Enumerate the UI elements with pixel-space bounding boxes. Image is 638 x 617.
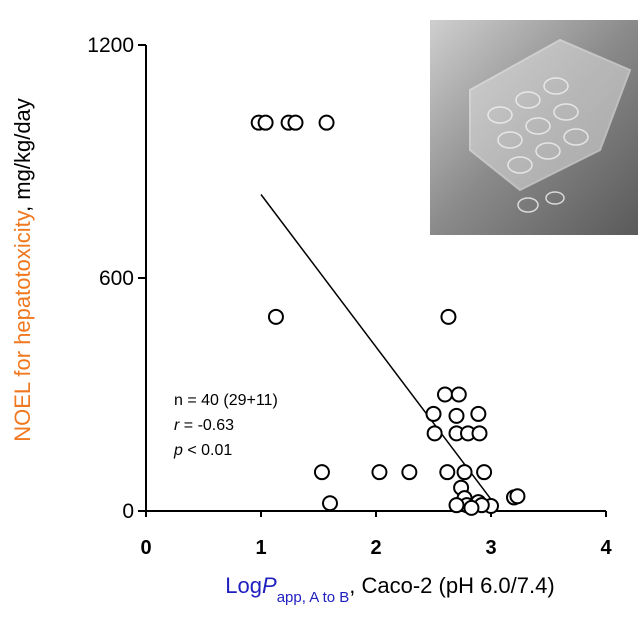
point	[257, 114, 274, 131]
point	[439, 464, 456, 481]
point	[450, 386, 467, 403]
point	[401, 464, 418, 481]
annotation-italic: r	[174, 417, 180, 434]
point	[476, 464, 493, 481]
y-tick-label: 600	[99, 267, 134, 290]
point	[437, 386, 453, 403]
annotation: n = 40 (29+11) r = -0.63 p < 0.01	[173, 392, 278, 459]
x-tick-label: 1	[255, 537, 266, 559]
y-label-part: , mg/kg/day	[10, 98, 35, 212]
x-label-part: Log	[225, 573, 262, 598]
x-label-part: app, A to B	[277, 589, 350, 606]
point	[371, 464, 388, 481]
point	[287, 114, 304, 131]
point	[267, 308, 284, 325]
point	[456, 464, 473, 481]
point	[463, 499, 480, 516]
point	[313, 464, 330, 481]
point	[318, 114, 335, 131]
annotation-text: < 0.01	[183, 442, 232, 459]
point	[448, 407, 465, 424]
annotation-text: n = 40 (29+11)	[174, 392, 278, 409]
x-axis-label: LogPapp, A to B, Caco-2 (pH 6.0/7.4)	[225, 573, 554, 606]
annotation-text: = -0.63	[179, 417, 234, 434]
y-axis-label: NOEL for hepatotoxicity, mg/kg/day	[10, 98, 35, 442]
y-tick-label: 1200	[87, 34, 134, 57]
fit-line	[260, 194, 492, 500]
point	[322, 495, 338, 512]
point	[426, 425, 443, 442]
annotation-italic: p	[173, 442, 183, 459]
x-tick-label: 0	[140, 537, 151, 559]
photo-inset	[430, 20, 638, 235]
point	[440, 308, 457, 325]
x-tick-label: 2	[370, 537, 381, 559]
point	[470, 405, 487, 422]
y-label-part: NOEL for hepatotoxicity	[10, 210, 35, 442]
x-label-part: , Caco-2 (pH 6.0/7.4)	[349, 573, 554, 598]
x-tick-label: 3	[485, 537, 496, 559]
point	[471, 425, 488, 442]
x-tick-label: 4	[600, 537, 612, 559]
point	[425, 405, 442, 422]
point	[448, 497, 465, 514]
x-label-part: P	[262, 573, 277, 598]
y-tick-label: 0	[122, 500, 134, 523]
point	[509, 488, 526, 505]
